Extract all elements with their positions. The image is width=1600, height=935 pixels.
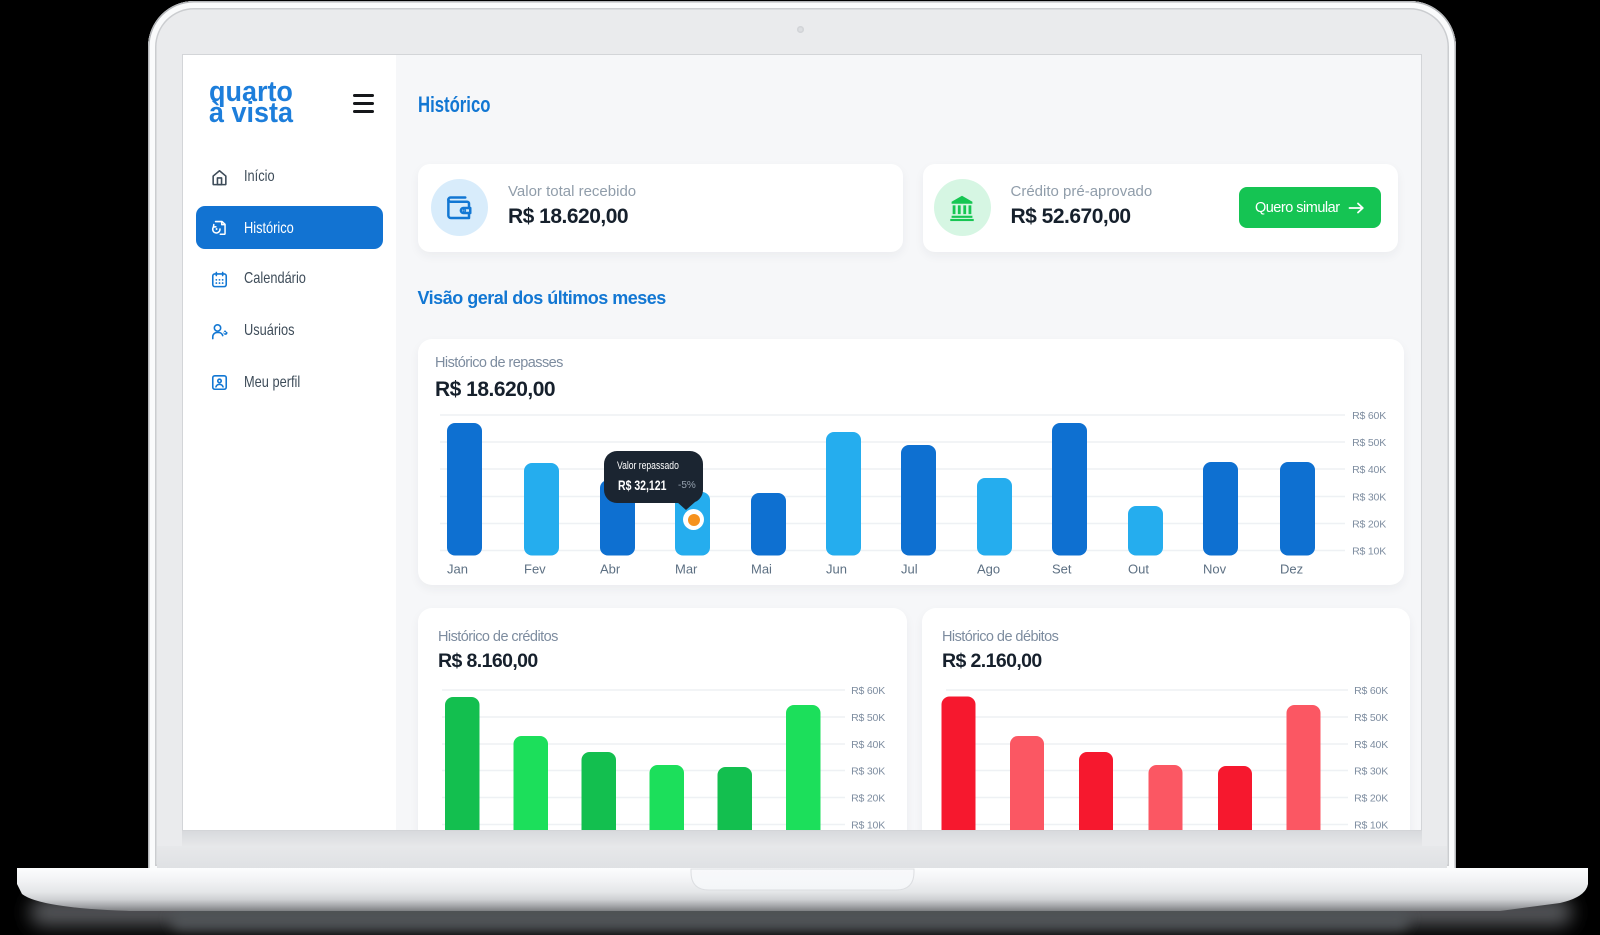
svg-text:R$ 10K: R$ 10K bbox=[1352, 546, 1386, 558]
svg-text:Jan: Jan bbox=[447, 562, 468, 577]
svg-text:R$ 40K: R$ 40K bbox=[851, 739, 885, 751]
svg-text:R$ 50K: R$ 50K bbox=[1352, 437, 1386, 449]
svg-text:Fev: Fev bbox=[524, 562, 546, 577]
svg-text:Ago: Ago bbox=[977, 562, 1000, 577]
svg-text:Mar: Mar bbox=[675, 562, 698, 577]
svg-text:R$ 30K: R$ 30K bbox=[1354, 766, 1388, 778]
svg-text:Jun: Jun bbox=[826, 562, 847, 577]
svg-text:Abr: Abr bbox=[600, 562, 621, 577]
svg-text:Dez: Dez bbox=[1280, 562, 1303, 577]
svg-text:R$ 50K: R$ 50K bbox=[1354, 712, 1388, 724]
svg-text:R$ 30K: R$ 30K bbox=[851, 766, 885, 778]
svg-text:R$ 10K: R$ 10K bbox=[1354, 820, 1388, 831]
svg-text:R$ 20K: R$ 20K bbox=[1352, 519, 1386, 531]
svg-text:R$ 10K: R$ 10K bbox=[851, 820, 885, 831]
svg-text:R$ 60K: R$ 60K bbox=[1354, 685, 1388, 697]
svg-text:R$ 40K: R$ 40K bbox=[1352, 464, 1386, 476]
svg-text:R$ 20K: R$ 20K bbox=[851, 793, 885, 805]
svg-text:R$ 40K: R$ 40K bbox=[1354, 739, 1388, 751]
svg-text:Jul: Jul bbox=[901, 562, 918, 577]
svg-text:R$ 50K: R$ 50K bbox=[851, 712, 885, 724]
svg-text:R$ 60K: R$ 60K bbox=[1352, 410, 1386, 422]
svg-text:Set: Set bbox=[1052, 562, 1072, 577]
svg-text:Nov: Nov bbox=[1203, 562, 1227, 577]
svg-text:R$ 30K: R$ 30K bbox=[1352, 492, 1386, 504]
svg-text:R$ 60K: R$ 60K bbox=[851, 685, 885, 697]
svg-text:R$ 20K: R$ 20K bbox=[1354, 793, 1388, 805]
svg-text:Mai: Mai bbox=[751, 562, 772, 577]
svg-text:Out: Out bbox=[1128, 562, 1149, 577]
